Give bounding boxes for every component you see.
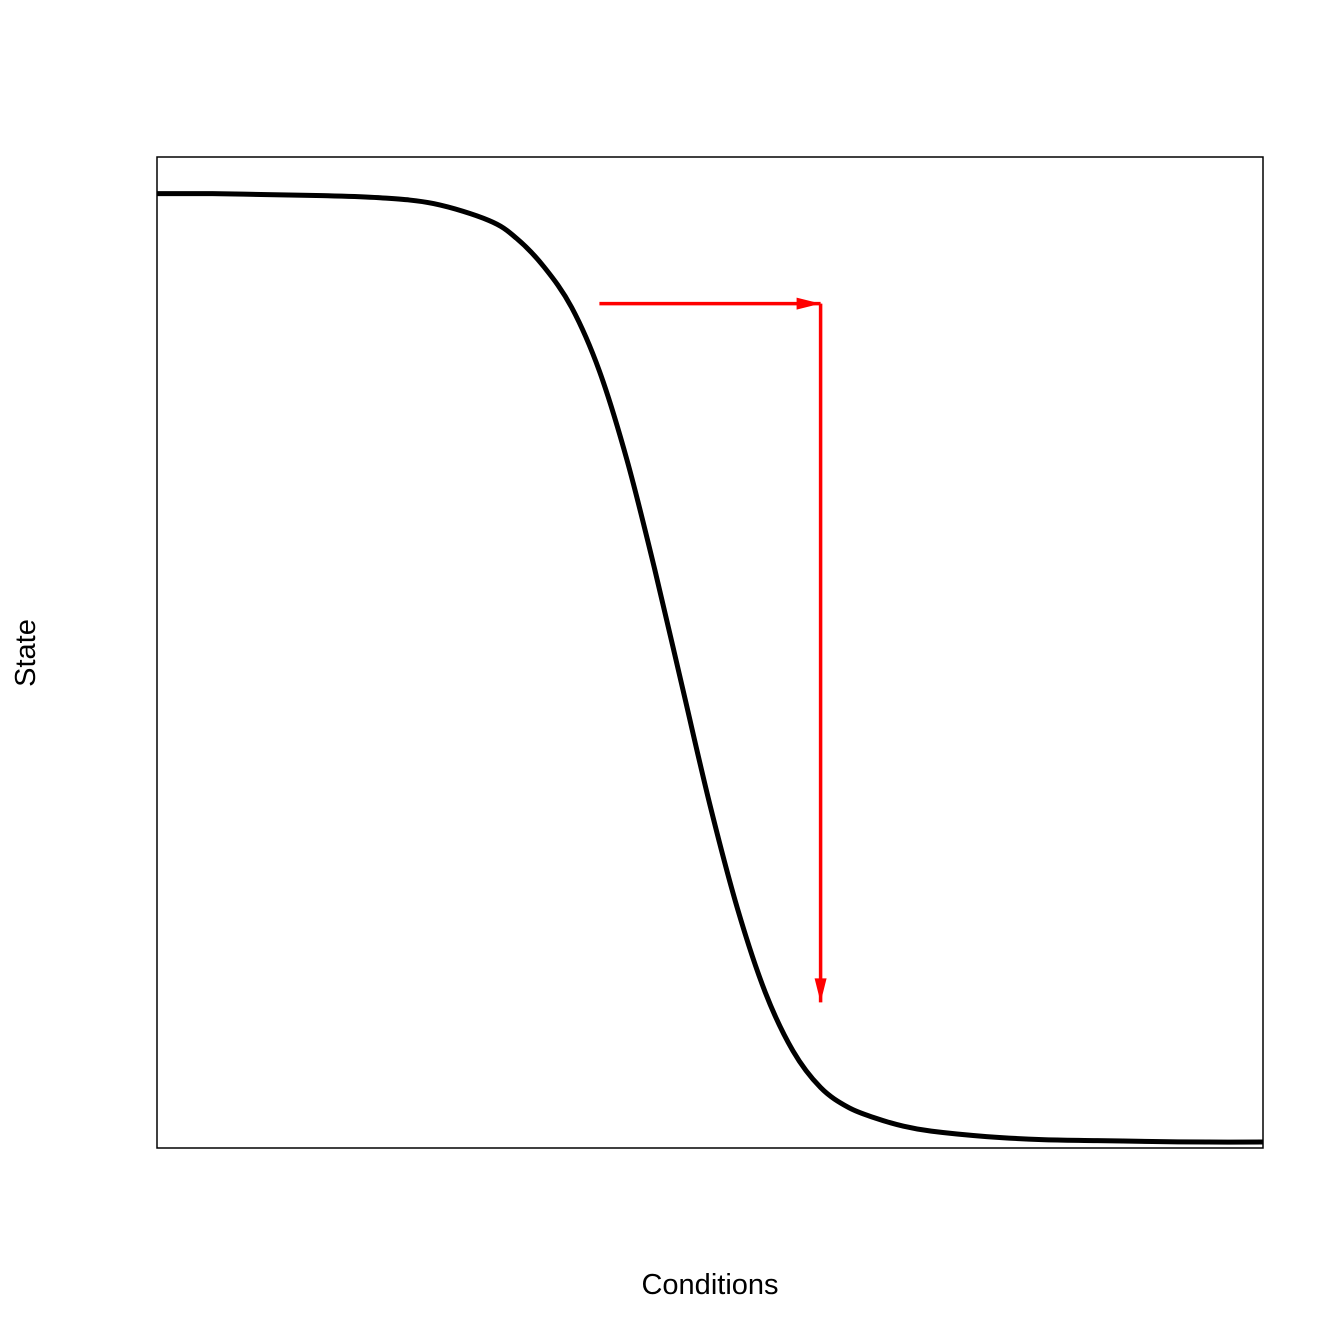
plot-frame xyxy=(156,156,1264,1149)
annotation-arrow-0-head xyxy=(796,297,821,310)
annotation-layer xyxy=(599,297,827,1003)
series-layer xyxy=(156,191,1264,1145)
y-axis-label: State xyxy=(10,619,42,687)
x-axis-label: Conditions xyxy=(641,1269,778,1301)
series-line-0 xyxy=(156,191,1264,1145)
annotation-arrow-1-head xyxy=(814,978,827,1003)
